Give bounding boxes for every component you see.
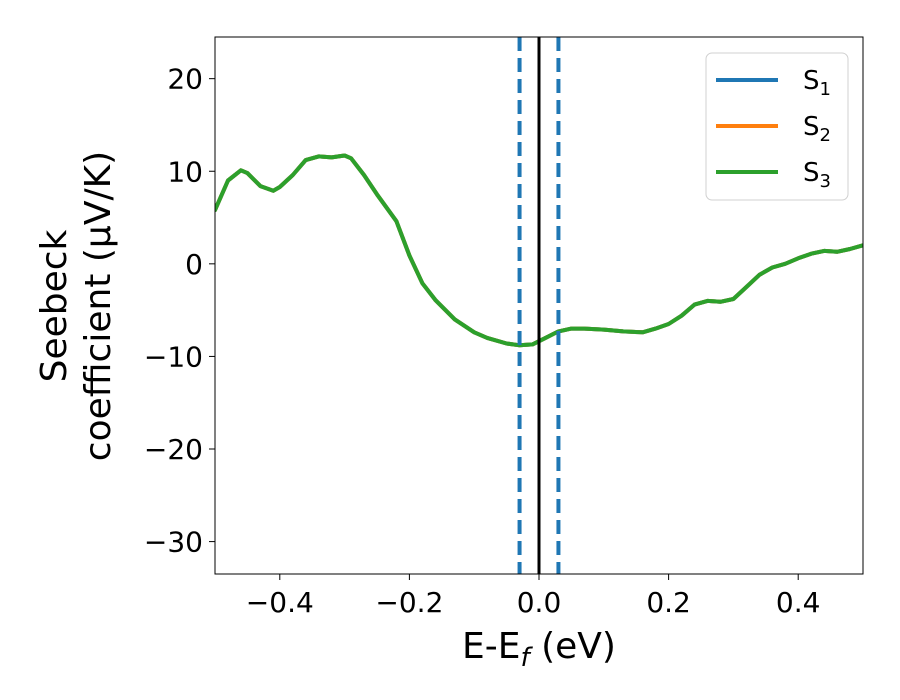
plot-area — [215, 153, 863, 348]
y-axis-title: Seebeck coefficient (μV/K) — [34, 151, 119, 461]
legend-label-1: S1 — [803, 66, 831, 100]
reference-lines — [517, 37, 561, 574]
y-tick-label: −30 — [144, 526, 203, 559]
y-axis-title-line2: coefficient (μV/K) — [78, 151, 119, 461]
y-axis: 20 10 0 −10 −20 −30 — [144, 63, 215, 559]
y-tick-label: 0 — [185, 248, 203, 281]
x-tick-label: −0.2 — [375, 586, 443, 619]
x-tick-label: 0.4 — [776, 586, 821, 619]
y-tick-label: −10 — [144, 340, 203, 373]
legend: S1 S2 S3 — [705, 52, 849, 201]
series-line-3 — [215, 153, 863, 348]
x-tick-label: 0.0 — [517, 586, 562, 619]
legend-label-2: S2 — [803, 112, 831, 146]
y-tick-label: −20 — [144, 433, 203, 466]
legend-label-3: S3 — [803, 158, 831, 192]
x-tick-label: −0.4 — [246, 586, 314, 619]
x-tick-label: 0.2 — [646, 586, 691, 619]
y-axis-title-line1: Seebeck — [34, 229, 75, 382]
y-tick-label: 10 — [167, 155, 203, 188]
y-tick-label: 20 — [167, 63, 203, 96]
x-axis-title: E-Ef (eV) — [462, 626, 616, 673]
x-axis: −0.4 −0.2 0.0 0.2 0.4 — [246, 574, 821, 619]
